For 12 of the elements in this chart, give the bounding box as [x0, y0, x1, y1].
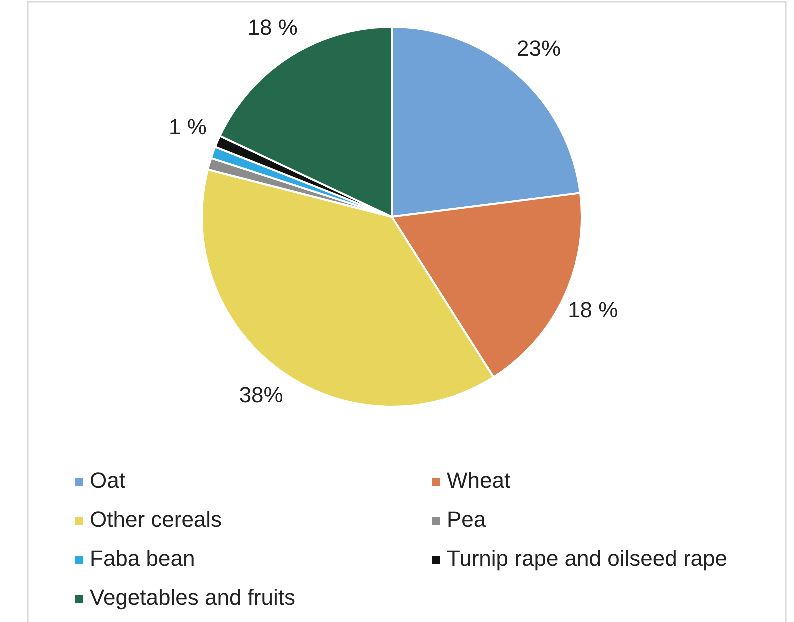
legend-label: Oat: [90, 468, 126, 493]
data-label: 1 %: [169, 114, 207, 140]
data-label: 18 %: [248, 15, 298, 40]
legend-label: Wheat: [447, 468, 511, 493]
data-label: 18 %: [568, 297, 618, 322]
data-label: 23%: [516, 36, 562, 62]
legend-label: Pea: [447, 506, 487, 532]
legend-label: Faba bean: [90, 546, 196, 571]
legend-label: Vegetables and fruits: [90, 584, 296, 610]
legend-label: Turnip rape and oilseed rape: [447, 546, 728, 571]
data-label: 38%: [239, 382, 284, 408]
legend-label: Other cereals: [90, 506, 222, 532]
